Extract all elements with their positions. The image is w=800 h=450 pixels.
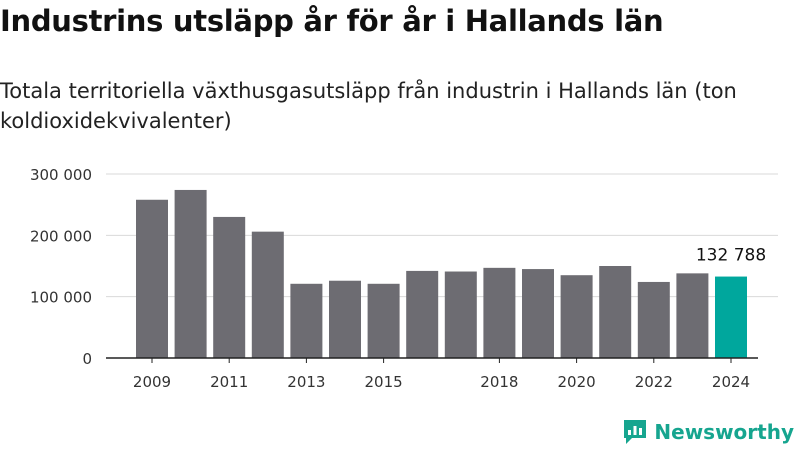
bar — [522, 269, 554, 358]
chart-subtitle: Totala territoriella växthusgasutsläpp f… — [0, 79, 737, 133]
newsworthy-logo-text: Newsworthy — [654, 420, 794, 444]
y-tick-label: 200 000 — [30, 227, 92, 245]
bar — [483, 267, 516, 358]
bar — [329, 280, 361, 358]
chart-title: Industrins utsläpp år för år i Hallands … — [0, 4, 664, 38]
x-tick-label: 2009 — [133, 373, 171, 391]
newsworthy-logo-icon — [624, 420, 647, 444]
bar — [290, 283, 323, 358]
bar — [251, 231, 284, 358]
bar — [676, 273, 709, 358]
x-tick-label: 2024 — [712, 373, 750, 391]
x-tick-label: 2018 — [480, 373, 518, 391]
bar — [174, 189, 207, 358]
bar-chart: 0 100 000 200 000 300 000 2009 2011 2013 2015 20… — [30, 166, 778, 391]
bar — [599, 266, 632, 358]
x-tick-label: 2015 — [365, 373, 403, 391]
x-tick-label: 2013 — [287, 373, 325, 391]
y-tick-label: 100 000 — [30, 289, 92, 307]
y-tick-label: 0 — [82, 350, 92, 368]
y-tick-label: 300 000 — [30, 166, 92, 184]
x-tick-label: 2020 — [558, 373, 596, 391]
bar — [715, 276, 747, 358]
newsworthy-logo[interactable]: Newsworthy — [622, 418, 794, 446]
highlight-data-label: 132 788 — [696, 246, 766, 266]
bar — [136, 199, 168, 358]
bar — [637, 281, 670, 358]
bar — [406, 270, 439, 358]
x-tick-label: 2022 — [635, 373, 673, 391]
bar — [367, 283, 400, 358]
bar — [560, 275, 593, 358]
bar — [213, 216, 246, 358]
bar — [444, 271, 477, 358]
x-tick-label: 2011 — [210, 373, 248, 391]
